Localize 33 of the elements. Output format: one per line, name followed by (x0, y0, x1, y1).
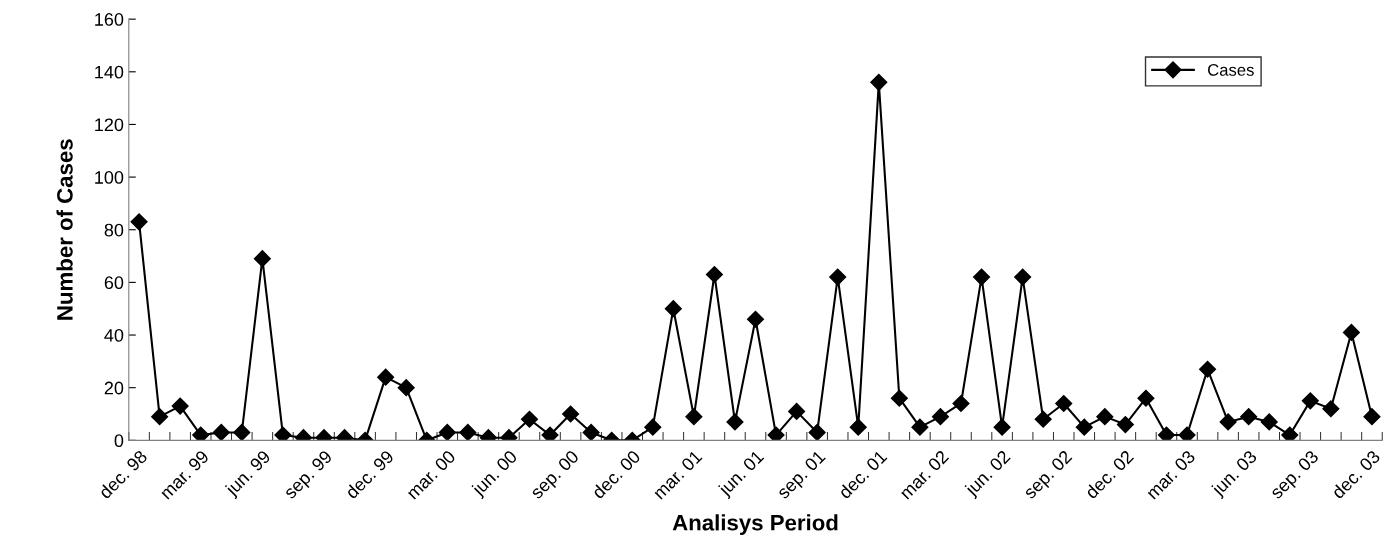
y-tick-label: 100 (95, 171, 124, 184)
y-axis-title: Number of Cases (56, 139, 73, 320)
x-tick-label: dec. 00 (590, 449, 642, 500)
x-tick-label: dec. 99 (344, 449, 395, 500)
x-tick-label: jun. 99 (223, 449, 274, 500)
x-tick-label: dec. 03 (1330, 449, 1381, 500)
x-tick-label: mar. 03 (1145, 449, 1196, 500)
x-axis-title: Analisys Period (672, 514, 838, 535)
y-tick-label: 140 (95, 65, 124, 79)
y-tick-label: 40 (104, 328, 124, 342)
y-tick-label: 80 (104, 223, 124, 237)
x-tick-label: dec. 01 (837, 449, 888, 500)
x-tick-label: mar. 00 (405, 449, 457, 500)
x-tick-label: jun. 02 (963, 449, 1014, 500)
x-tick-label: mar. 01 (652, 449, 703, 500)
y-tick-label: 0 (114, 434, 124, 448)
x-tick-label: dec. 02 (1084, 449, 1135, 500)
x-tick-label: mar. 99 (159, 449, 210, 500)
x-tick-label: mar. 02 (899, 449, 950, 500)
y-tick-label: 20 (104, 381, 124, 395)
x-tick-label: sep. 02 (1022, 449, 1075, 503)
legend-label: Cases (1208, 64, 1254, 76)
x-tick-label: jun. 01 (716, 449, 767, 500)
x-tick-label: jun. 00 (470, 449, 521, 500)
y-tick-label: 60 (104, 276, 124, 290)
x-tick-label: sep. 01 (775, 449, 829, 503)
x-tick-label: dec. 98 (97, 449, 148, 500)
x-tick-label: sep. 03 (1269, 449, 1322, 503)
y-tick-label: 120 (95, 118, 124, 132)
x-tick-label: sep. 00 (529, 449, 582, 503)
x-tick-label: sep. 99 (282, 449, 336, 503)
x-tick-label: jun. 03 (1210, 449, 1261, 500)
y-tick-label: 160 (95, 13, 124, 26)
